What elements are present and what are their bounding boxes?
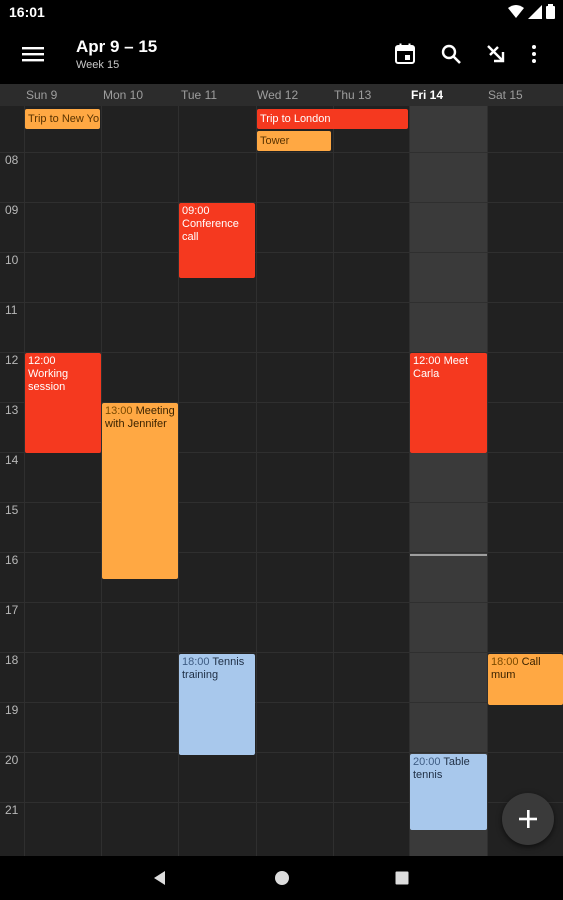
status-time: 16:01 bbox=[9, 4, 45, 20]
hour-label: 11 bbox=[5, 303, 18, 317]
menu-icon[interactable] bbox=[22, 44, 44, 64]
event-title: Meet Carla bbox=[413, 355, 469, 380]
hour-label: 17 bbox=[5, 603, 19, 617]
grid-hline bbox=[0, 652, 563, 653]
more-vert-icon[interactable] bbox=[522, 42, 546, 66]
grid-hline bbox=[0, 702, 563, 703]
search-icon[interactable] bbox=[439, 42, 463, 66]
grid-vline bbox=[256, 106, 257, 856]
status-bar: 16:01 bbox=[0, 0, 563, 24]
event-title: Call mum bbox=[491, 656, 541, 681]
home-icon[interactable] bbox=[272, 868, 292, 888]
navigation-bar bbox=[0, 856, 563, 900]
hour-label: 16 bbox=[5, 553, 19, 567]
grid-vline bbox=[409, 106, 410, 856]
grid-hline bbox=[0, 252, 563, 253]
status-icons bbox=[508, 4, 555, 19]
add-event-button[interactable] bbox=[502, 793, 554, 845]
day-label-tue[interactable]: Tue 11 bbox=[181, 88, 218, 102]
hour-label: 10 bbox=[5, 253, 19, 267]
page-title: Apr 9 – 15 bbox=[76, 37, 158, 56]
day-label-mon[interactable]: Mon 10 bbox=[103, 88, 144, 102]
add-icon bbox=[519, 810, 537, 828]
event-title: Working session bbox=[28, 368, 69, 393]
grid-hline bbox=[0, 552, 563, 553]
event-time: 12:00 bbox=[28, 355, 56, 367]
event-meeting-jennifer[interactable]: 13:00 Meeting with Jennifer bbox=[102, 403, 178, 579]
day-label-sun[interactable]: Sun 9 bbox=[26, 88, 58, 102]
event-time: 12:00 bbox=[413, 355, 441, 367]
grid-hline bbox=[0, 302, 563, 303]
back-icon[interactable] bbox=[150, 868, 170, 888]
event-call-mum[interactable]: 18:00 Call mum bbox=[488, 654, 563, 705]
day-label-wed[interactable]: Wed 12 bbox=[257, 88, 299, 102]
grid-vline bbox=[333, 106, 334, 856]
signal-icon bbox=[528, 4, 542, 19]
event-time: 18:00 bbox=[491, 656, 519, 668]
hour-label: 20 bbox=[5, 753, 19, 767]
grid-vline bbox=[487, 106, 488, 856]
week-grid[interactable]: 08 09 10 11 12 13 14 15 16 17 18 19 20 2… bbox=[0, 106, 563, 856]
hour-label: 19 bbox=[5, 703, 19, 717]
event-title: Tennis training bbox=[182, 656, 245, 681]
grid-hline bbox=[0, 352, 563, 353]
wifi-icon bbox=[508, 4, 524, 18]
hour-label: 08 bbox=[5, 153, 19, 167]
current-time-indicator bbox=[410, 554, 487, 556]
hour-label: 15 bbox=[5, 503, 19, 517]
page-subtitle: Week 15 bbox=[76, 59, 120, 71]
grid-vline bbox=[24, 106, 25, 856]
hour-label: 13 bbox=[5, 403, 19, 417]
event-working-session[interactable]: 12:00 Working session bbox=[25, 353, 101, 453]
allday-event-trip-london[interactable]: Trip to London bbox=[257, 109, 408, 129]
battery-icon bbox=[546, 4, 555, 19]
grid-vline bbox=[101, 106, 102, 856]
day-label-sat[interactable]: Sat 15 bbox=[488, 88, 523, 102]
event-table-tennis[interactable]: 20:00 Table tennis bbox=[410, 754, 487, 830]
allday-event-tower[interactable]: Tower bbox=[257, 131, 331, 151]
allday-event-trip-new-york[interactable]: Trip to New Yo bbox=[25, 109, 100, 129]
day-label-fri[interactable]: Fri 14 bbox=[411, 88, 444, 102]
day-header: Sun 9 Mon 10 Tue 11 Wed 12 Thu 13 Fri 14… bbox=[0, 84, 563, 106]
app-bar: Apr 9 – 15 Week 15 bbox=[0, 24, 563, 84]
grid-hline bbox=[0, 152, 563, 153]
event-tennis-training[interactable]: 18:00 Tennis training bbox=[179, 654, 255, 755]
today-column bbox=[410, 106, 487, 856]
event-title: Table tennis bbox=[413, 756, 470, 781]
hour-label: 21 bbox=[5, 803, 19, 817]
event-conference-call[interactable]: 09:00 Conference call bbox=[179, 203, 255, 278]
grid-hline bbox=[0, 402, 563, 403]
event-time: 09:00 bbox=[182, 205, 210, 217]
hour-label: 12 bbox=[5, 353, 19, 367]
day-label-thu[interactable]: Thu 13 bbox=[334, 88, 372, 102]
event-title: Meeting with Jennifer bbox=[105, 405, 175, 430]
event-time: 20:00 bbox=[413, 756, 441, 768]
hour-label: 14 bbox=[5, 453, 19, 467]
call-made-icon[interactable] bbox=[484, 42, 508, 66]
recents-icon[interactable] bbox=[392, 868, 412, 888]
event-meet-carla[interactable]: 12:00 Meet Carla bbox=[410, 353, 487, 453]
grid-hline bbox=[0, 602, 563, 603]
hour-label: 09 bbox=[5, 203, 19, 217]
grid-vline bbox=[178, 106, 179, 856]
grid-hline bbox=[0, 502, 563, 503]
grid-hline bbox=[0, 452, 563, 453]
grid-hline bbox=[0, 752, 563, 753]
calendar-today-icon[interactable] bbox=[393, 42, 417, 66]
grid-hline bbox=[0, 202, 563, 203]
hour-label: 18 bbox=[5, 653, 19, 667]
event-title: Conference call bbox=[182, 218, 239, 243]
event-time: 18:00 bbox=[182, 656, 210, 668]
event-time: 13:00 bbox=[105, 405, 133, 417]
grid-hline bbox=[0, 802, 563, 803]
